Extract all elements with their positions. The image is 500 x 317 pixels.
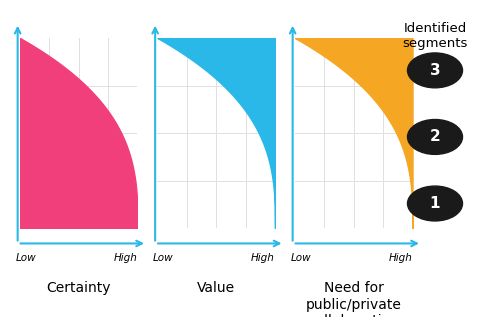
Text: High: High (388, 253, 412, 263)
Text: High: High (251, 253, 275, 263)
Text: Low: Low (290, 253, 311, 263)
Text: 2: 2 (430, 129, 440, 145)
Text: 1: 1 (430, 196, 440, 211)
Text: Low: Low (153, 253, 174, 263)
Text: 3: 3 (430, 63, 440, 78)
Text: High: High (114, 253, 138, 263)
Text: Identified
segments: Identified segments (402, 22, 468, 50)
Text: Certainty: Certainty (46, 281, 111, 295)
Text: Value: Value (197, 281, 235, 295)
Text: Low: Low (16, 253, 36, 263)
Text: Need for
public/private
collaboration: Need for public/private collaboration (306, 281, 402, 317)
